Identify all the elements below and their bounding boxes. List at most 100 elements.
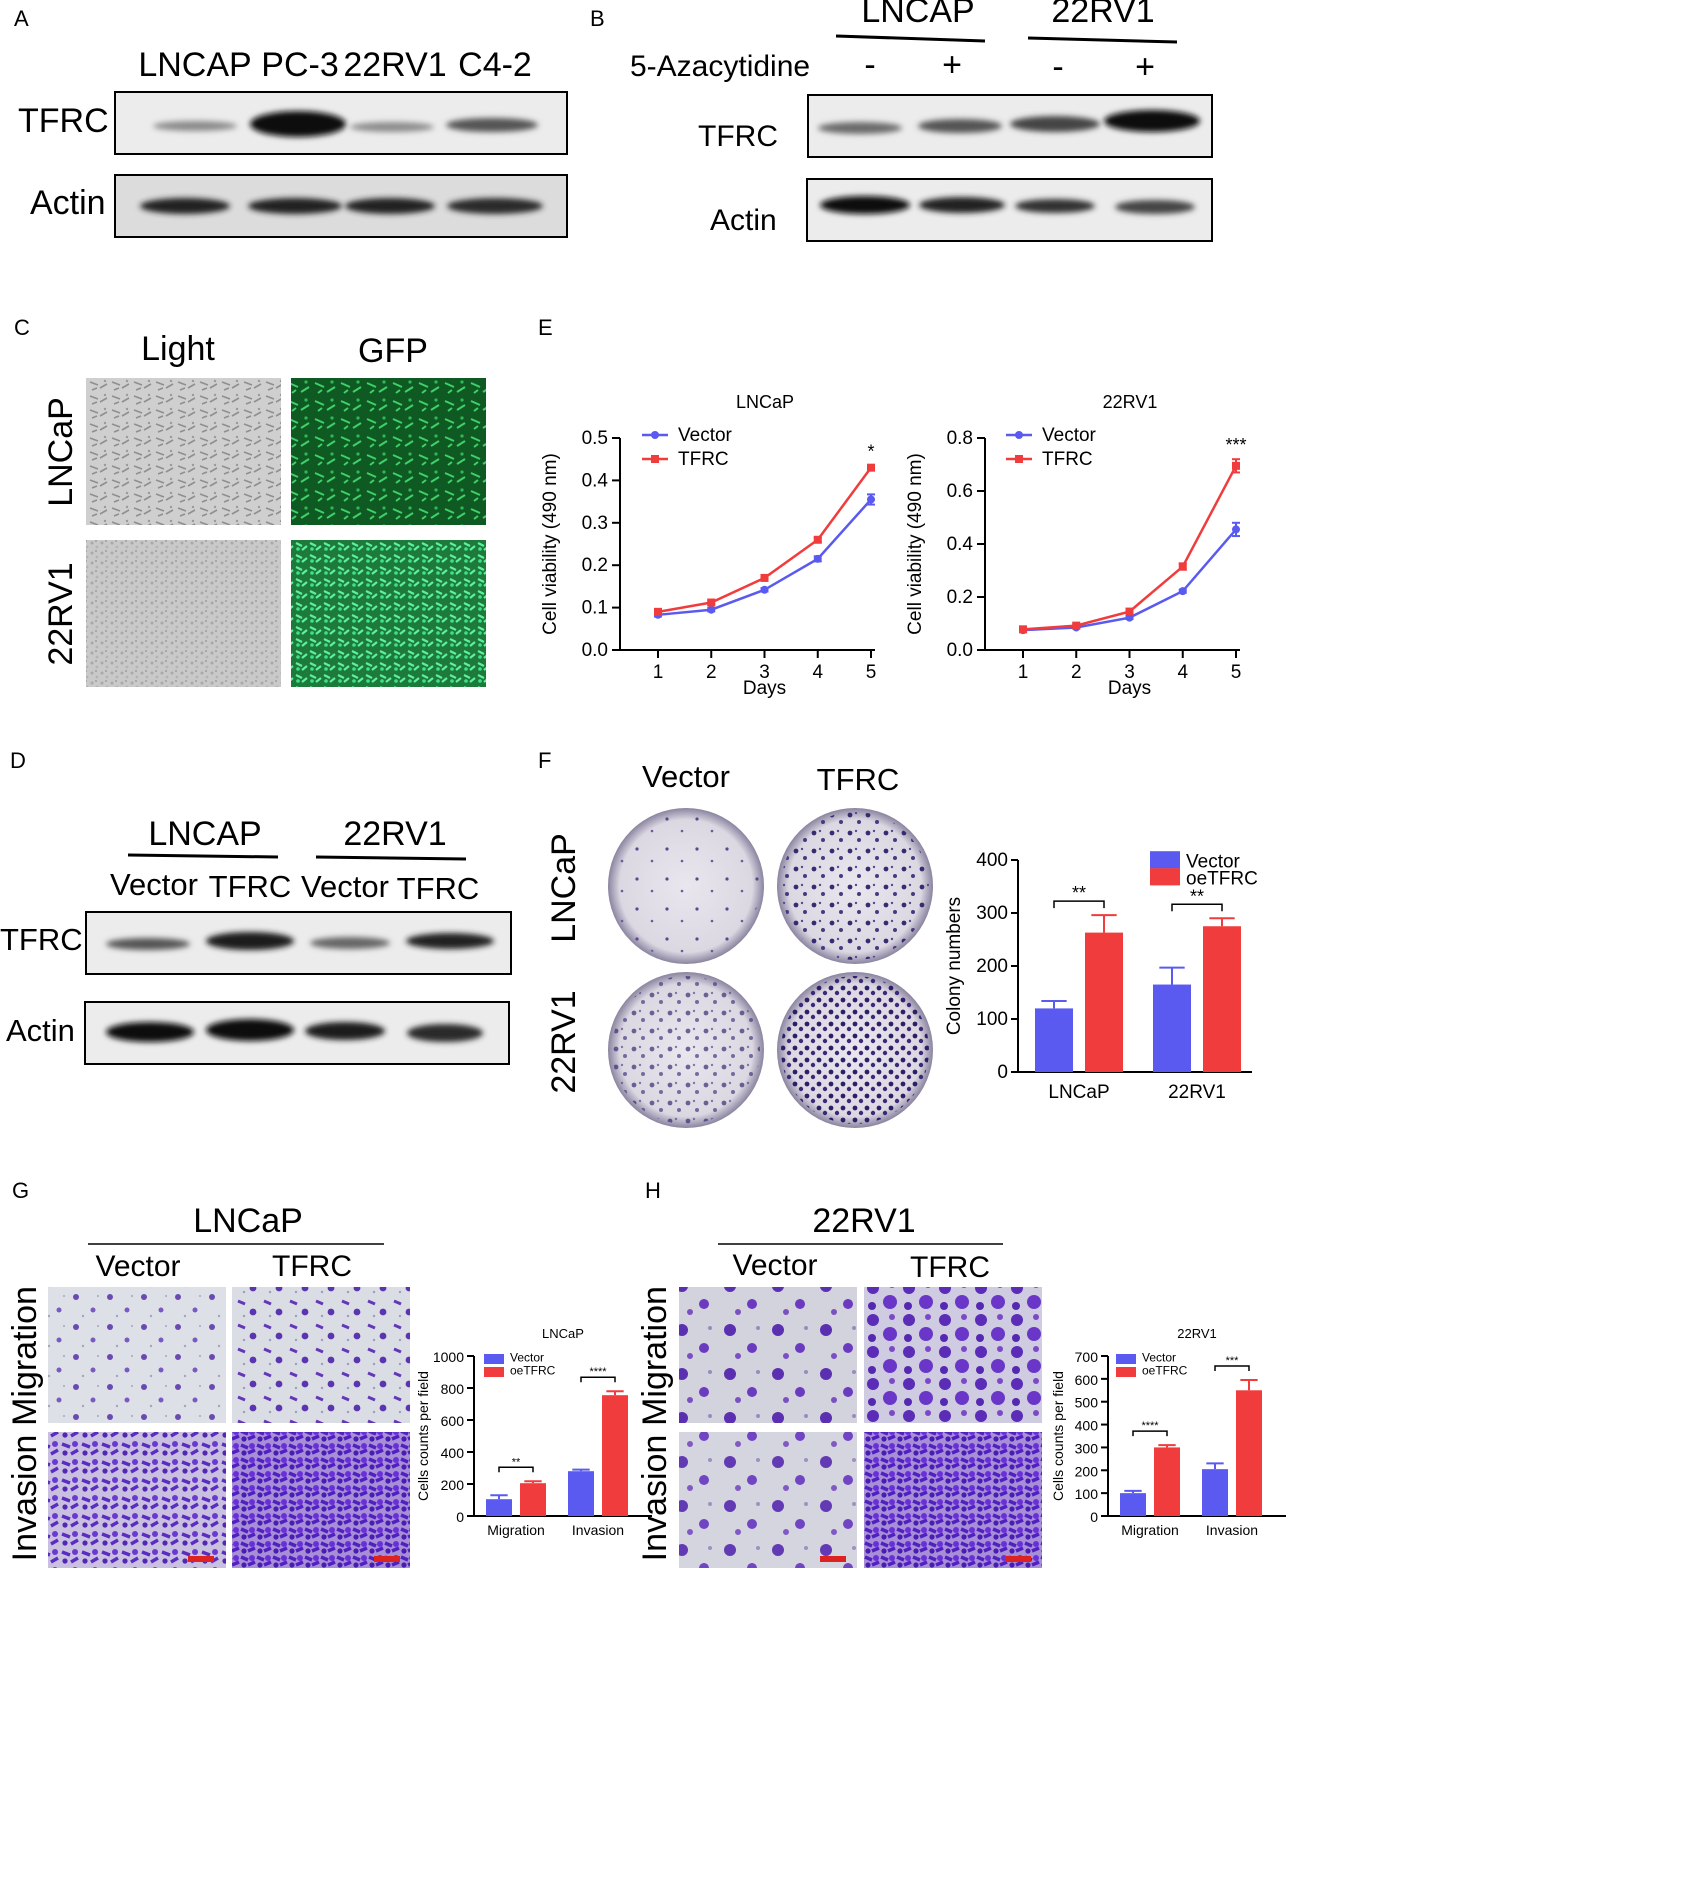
data-point xyxy=(813,535,822,544)
treatment-label: 5-Azacytidine xyxy=(630,50,810,83)
x-tick-label: 1 xyxy=(1018,662,1029,683)
micrograph-h-inv-vector xyxy=(679,1432,857,1568)
y-tick-label: 600 xyxy=(1075,1372,1099,1388)
y-tick-label: 0.6 xyxy=(947,481,973,502)
y-axis-label: Cells counts per field xyxy=(1050,1371,1066,1501)
scale-bar-h-1 xyxy=(820,1556,846,1562)
row-label-b-tfrc: TFRC xyxy=(698,120,778,153)
data-point xyxy=(1072,621,1081,630)
y-tick-label: 100 xyxy=(976,1009,1008,1030)
micrograph-light-lncap xyxy=(86,378,281,525)
x-tick-label: 5 xyxy=(866,662,877,683)
lane-label-d-4: TFRC xyxy=(397,871,480,906)
y-tick-label: 0.0 xyxy=(947,640,973,661)
group-line-d-lncap xyxy=(127,853,279,859)
plate-lncap-tfrc xyxy=(777,808,933,964)
legend-label: Vector xyxy=(1186,852,1241,873)
legend-label: Vector xyxy=(1142,1351,1176,1365)
lane-label-d-1: Vector xyxy=(110,867,198,902)
col-label-h-vector: Vector xyxy=(732,1249,817,1282)
row-label-c-22rv1: 22RV1 xyxy=(42,562,80,665)
micrograph-h-mig-tfrc xyxy=(864,1287,1042,1423)
micrograph-g-mig-vector xyxy=(48,1287,226,1423)
y-tick-label: 300 xyxy=(976,903,1008,924)
chart-title: LNCaP xyxy=(542,1326,584,1341)
x-tick-label: 1 xyxy=(653,662,664,683)
legend-label: oeTFRC xyxy=(510,1364,556,1378)
blot-a-actin xyxy=(114,174,568,238)
lane-label-22rv1: 22RV1 xyxy=(343,46,446,84)
col-label-f-tfrc: TFRC xyxy=(817,762,900,797)
legend-label: Vector xyxy=(510,1351,544,1365)
group-line-lncap xyxy=(835,34,986,43)
panel-letter-g: G xyxy=(12,1178,29,1203)
data-point xyxy=(707,605,716,614)
group-label-d-lncap: LNCAP xyxy=(148,815,261,853)
blot-b-actin xyxy=(806,178,1213,242)
series-line-tfrc xyxy=(1022,465,1238,631)
line-chart-22rv1: 22RV1 0.0 0.2 0.4 0.6 0.8 1 2 3 4 5 Days Cell viabil… xyxy=(905,392,1247,699)
bar-oetfrc xyxy=(520,1483,546,1516)
x-tick-label: Migration xyxy=(1121,1522,1179,1538)
significance-bracket xyxy=(498,1466,534,1473)
y-tick-label: 500 xyxy=(1075,1395,1099,1411)
panel-letter-c: C xyxy=(14,315,30,340)
bar-vector xyxy=(1153,984,1191,1072)
y-tick-label: 1000 xyxy=(433,1349,464,1365)
col-label-gfp: GFP xyxy=(358,332,428,370)
chart-title: 22RV1 xyxy=(1177,1326,1217,1341)
significance-marker: *** xyxy=(1225,435,1246,455)
y-tick-label: 0.4 xyxy=(947,534,974,555)
legend-label: TFRC xyxy=(678,449,729,470)
legend-marker xyxy=(1015,455,1023,463)
x-tick-label: 3 xyxy=(759,662,770,683)
y-tick-label: 700 xyxy=(1075,1349,1099,1365)
y-tick-label: 600 xyxy=(441,1413,465,1429)
x-tick-label: 5 xyxy=(1231,662,1242,683)
significance-marker: **** xyxy=(1141,1420,1159,1432)
series-line-vector xyxy=(657,498,872,617)
y-tick-label: 400 xyxy=(441,1445,465,1461)
group-line-22rv1 xyxy=(1027,36,1178,44)
x-tick-label: 3 xyxy=(1124,662,1135,683)
legend-label: oeTFRC xyxy=(1186,869,1258,890)
data-point xyxy=(1232,525,1240,534)
x-tick-label: 2 xyxy=(706,662,717,683)
legend-marker xyxy=(651,431,659,439)
row-label-actin: Actin xyxy=(30,184,106,222)
lane-label-d-2: TFRC xyxy=(209,869,292,904)
significance-bracket xyxy=(1132,1430,1168,1437)
panel-d-lane-labels: Vector TFRC Vector TFRC xyxy=(110,867,479,906)
blot-d-tfrc xyxy=(85,911,512,975)
significance-marker: ** xyxy=(1072,883,1086,903)
legend-label: TFRC xyxy=(1042,449,1093,470)
row-label-d-actin: Actin xyxy=(6,1013,75,1048)
scale-bar-g-2 xyxy=(374,1556,400,1562)
significance-bracket xyxy=(580,1376,616,1383)
x-tick-label: 22RV1 xyxy=(1168,1082,1226,1103)
y-tick-label: 200 xyxy=(976,956,1008,977)
y-axis-label: Cells counts per field xyxy=(415,1371,431,1501)
x-tick-label: Migration xyxy=(487,1522,545,1538)
legend-label: Vector xyxy=(1042,425,1097,446)
bar-vector xyxy=(1202,1469,1228,1516)
y-axis-label: Cell viability (490 nm) xyxy=(540,453,561,635)
group-label-22rv1: 22RV1 xyxy=(1051,0,1154,30)
col-label-g-tfrc: TFRC xyxy=(272,1250,352,1283)
x-tick-label: 4 xyxy=(812,662,823,683)
legend-marker xyxy=(651,455,659,463)
y-tick-label: 400 xyxy=(1075,1418,1099,1434)
sign-2: + xyxy=(942,46,962,84)
legend-marker xyxy=(1015,431,1023,439)
legend-swatch xyxy=(1116,1367,1136,1377)
legend-swatch xyxy=(1116,1354,1136,1364)
bar-oetfrc xyxy=(602,1395,628,1516)
significance-marker: ** xyxy=(1190,886,1204,906)
x-tick-label: 2 xyxy=(1071,662,1082,683)
y-axis-label: Cell viability (490 nm) xyxy=(905,453,926,635)
panel-letter-h: H xyxy=(645,1178,661,1203)
col-label-g-vector: Vector xyxy=(95,1250,180,1283)
bar-vector xyxy=(1120,1493,1146,1516)
data-point xyxy=(867,463,875,472)
row-label-g-invasion: Invasion xyxy=(6,1435,44,1562)
